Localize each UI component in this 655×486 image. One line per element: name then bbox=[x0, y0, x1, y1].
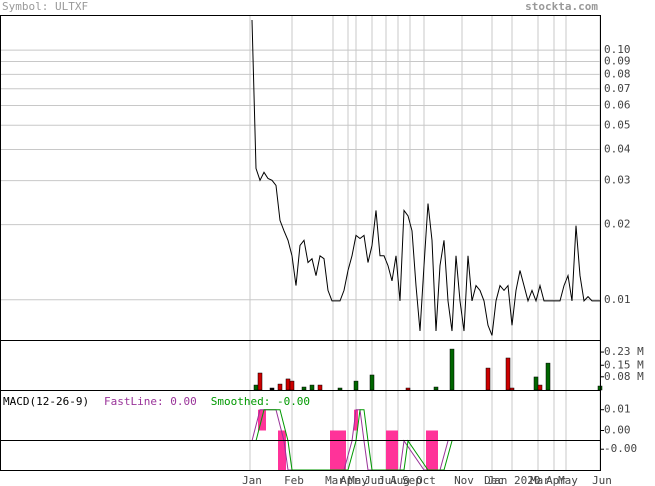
y-tick-label: 0.02 bbox=[604, 218, 631, 231]
volume-frame bbox=[0, 340, 601, 391]
x-tick-label: May bbox=[348, 474, 368, 486]
macd-histogram-bar bbox=[334, 430, 338, 470]
volume-bar bbox=[309, 384, 315, 391]
macd-histogram-bar bbox=[430, 430, 434, 470]
y-tick-label: 0.03 bbox=[604, 174, 631, 187]
volume-bar bbox=[433, 386, 439, 391]
x-tick-label: Aug bbox=[390, 474, 410, 486]
macd-histogram-bar bbox=[386, 430, 390, 470]
y-tick-label: 0.23 M bbox=[604, 345, 644, 358]
site: stockta.com bbox=[525, 0, 598, 13]
volume-bar bbox=[545, 362, 551, 391]
x-tick-label: Mar bbox=[325, 474, 345, 486]
macd-histogram-bar bbox=[434, 430, 438, 470]
y-tick-label: 0.04 bbox=[604, 142, 631, 155]
marks bbox=[251, 19, 603, 471]
y-tick-label: 0.00 bbox=[604, 424, 631, 437]
x-tick-label: Jul bbox=[378, 474, 398, 486]
macd-histogram-bar bbox=[342, 430, 346, 470]
x-tick-label: Dec bbox=[484, 474, 504, 486]
legend-entry: Smoothed: -0.00 bbox=[211, 395, 310, 408]
price-line bbox=[251, 19, 600, 336]
x-tick-label: Feb bbox=[284, 474, 304, 486]
volume-bar bbox=[301, 386, 307, 391]
volume-bar bbox=[285, 378, 291, 391]
x-tick-label: Jan 2020 bbox=[488, 474, 541, 486]
macd-histogram-bar bbox=[258, 409, 262, 431]
x-tick-label: Mar bbox=[530, 474, 550, 486]
volume-bar bbox=[253, 384, 259, 391]
x-tick-label: Apr bbox=[546, 474, 566, 486]
y-tick-label: -0.00 bbox=[604, 442, 637, 455]
macd-line bbox=[251, 409, 449, 471]
y-tick-label: 0.09 bbox=[604, 55, 631, 68]
x-tick-label: Jun bbox=[364, 474, 384, 486]
x-tick-label: Oct bbox=[416, 474, 436, 486]
volume-bar bbox=[485, 367, 491, 391]
volume-bar bbox=[337, 387, 343, 391]
macd-histogram-bar bbox=[426, 430, 430, 470]
volume-bar bbox=[449, 348, 455, 391]
volume-bar bbox=[509, 387, 515, 391]
volume-bar bbox=[537, 384, 543, 391]
x-tick-label: Apr bbox=[340, 474, 360, 486]
y-tick-label: 0.15 M bbox=[604, 358, 644, 371]
macd-histogram-bar bbox=[278, 430, 282, 470]
grid bbox=[0, 16, 604, 470]
volume-bar bbox=[277, 383, 283, 391]
x-tick-label: Nov bbox=[454, 474, 474, 486]
y-tick-label: 0.07 bbox=[604, 82, 631, 95]
x-tick-label: Sep bbox=[402, 474, 422, 486]
price-frame bbox=[0, 15, 601, 341]
macd-histogram-bar bbox=[390, 430, 394, 470]
y-tick-label: 0.10 bbox=[604, 43, 631, 56]
macd-histogram-bar bbox=[394, 430, 398, 470]
y-tick-label: 0.08 bbox=[604, 67, 631, 80]
macd-histogram-bar bbox=[338, 430, 342, 470]
x-tick-label: May bbox=[558, 474, 578, 486]
y-tick-label: 0.05 bbox=[604, 118, 631, 131]
macd-histogram-bar bbox=[262, 409, 266, 431]
y-tick-label: 0.08 M bbox=[604, 370, 644, 383]
y-tick-label: 0.06 bbox=[604, 99, 631, 112]
macd-histogram-bar bbox=[354, 409, 358, 431]
volume-bar bbox=[505, 357, 511, 391]
legend-entry: FastLine: 0.00 bbox=[104, 395, 197, 408]
volume-bar bbox=[405, 387, 411, 391]
volume-bar bbox=[289, 380, 295, 391]
macd-histogram-bar bbox=[330, 430, 334, 470]
macd-line bbox=[255, 409, 453, 471]
volume-bar bbox=[353, 380, 359, 391]
symbol: Symbol: ULTXF bbox=[2, 0, 88, 13]
y-tick-label: 0.01 bbox=[604, 293, 631, 306]
volume-bar bbox=[317, 384, 323, 391]
macd-histogram-bar bbox=[282, 430, 286, 470]
macd-frame bbox=[0, 390, 601, 471]
y-tick-label: 0.01 bbox=[604, 403, 631, 416]
volume-bar bbox=[269, 387, 275, 391]
volume-bar bbox=[257, 372, 263, 391]
x-tick-label: Jun bbox=[592, 474, 612, 486]
volume-bar bbox=[533, 376, 539, 391]
macd-title: MACD(12-26-9) bbox=[3, 395, 89, 408]
x-tick-label: Jan bbox=[242, 474, 262, 486]
volume-bar bbox=[369, 374, 375, 391]
